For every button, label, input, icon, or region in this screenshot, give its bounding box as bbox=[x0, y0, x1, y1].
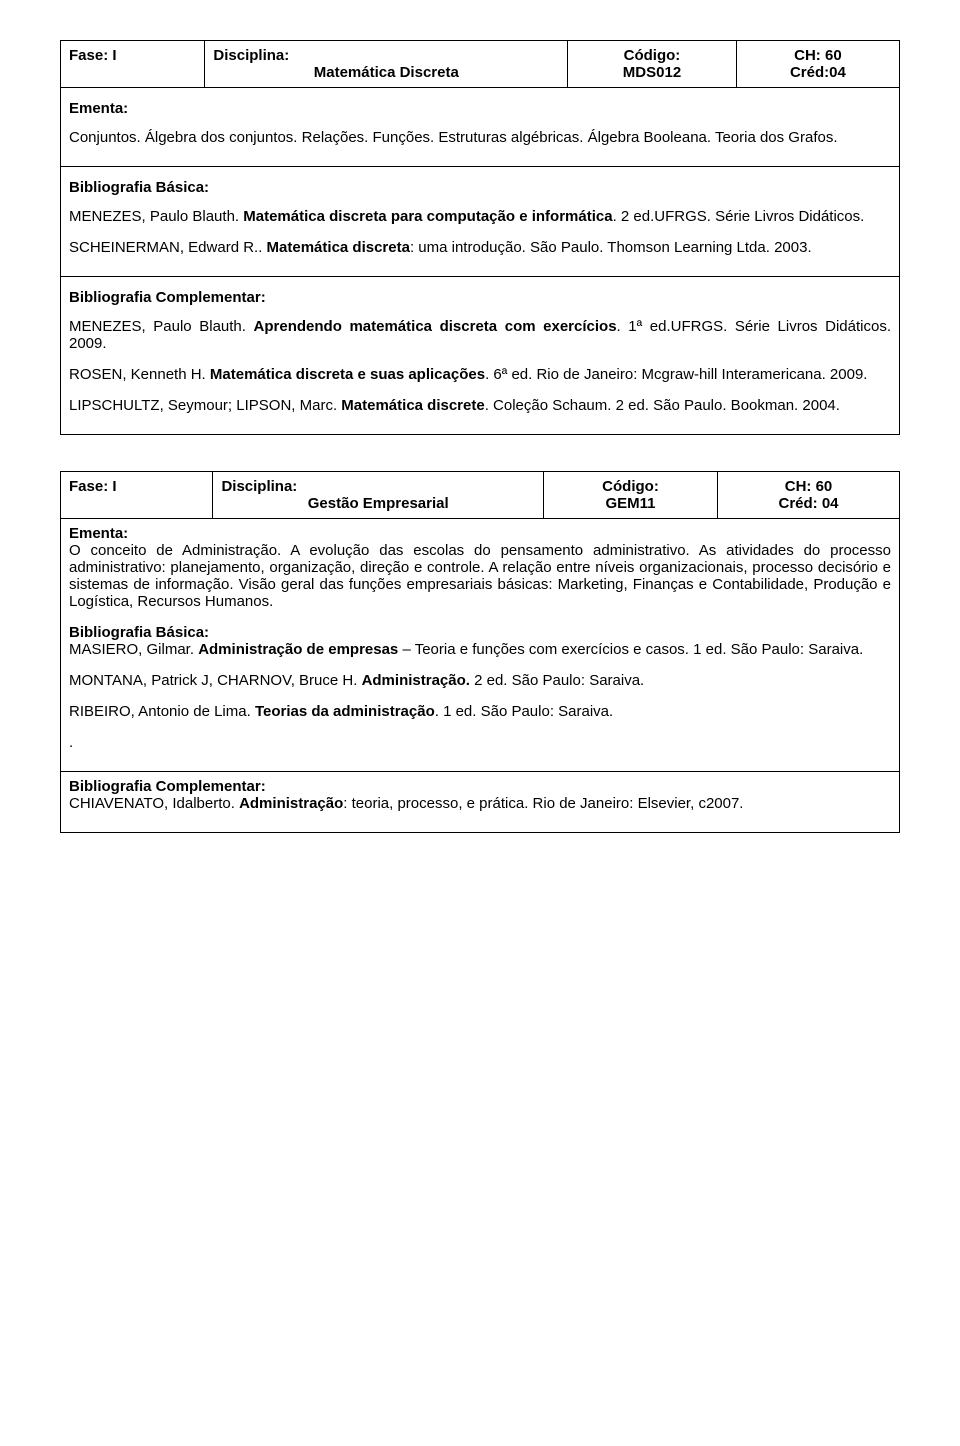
disciplina-label: Disciplina: bbox=[221, 478, 297, 495]
codigo-label: Código: bbox=[602, 478, 659, 495]
ch-cell: CH: 60 Créd:04 bbox=[736, 41, 899, 88]
bib-basica-ref-1: MENEZES, Paulo Blauth. Matemática discre… bbox=[69, 208, 891, 225]
ementa-basica-cell: Ementa: O conceito de Administração. A e… bbox=[61, 519, 900, 772]
codigo-label: Código: bbox=[624, 47, 681, 64]
fase-label: Fase: I bbox=[69, 478, 117, 495]
course-1-frame: Fase: I Disciplina: Matemática Discreta … bbox=[60, 40, 900, 435]
course-2-frame: Fase: I Disciplina: Gestão Empresarial C… bbox=[60, 471, 900, 833]
codigo-cell: Código: GEM11 bbox=[544, 472, 718, 519]
fase-cell: Fase: I bbox=[61, 41, 205, 88]
bib-compl-heading: Bibliografia Complementar: bbox=[69, 289, 891, 306]
bib-compl-ref-3: LIPSCHULTZ, Seymour; LIPSON, Marc. Matem… bbox=[69, 397, 891, 414]
bib-basica-ref-3: RIBEIRO, Antonio de Lima. Teorias da adm… bbox=[69, 703, 891, 720]
bib-compl-heading: Bibliografia Complementar: bbox=[69, 778, 266, 795]
course-2-name: Gestão Empresarial bbox=[221, 495, 535, 512]
bib-compl-ref-2: ROSEN, Kenneth H. Matemática discreta e … bbox=[69, 366, 891, 383]
bib-basica-heading: Bibliografia Básica: bbox=[69, 179, 891, 196]
ch-cell: CH: 60 Créd: 04 bbox=[718, 472, 900, 519]
bib-compl-ref-1: MENEZES, Paulo Blauth. Aprendendo matemá… bbox=[69, 318, 891, 352]
disciplina-cell: Disciplina: Matemática Discreta bbox=[205, 41, 568, 88]
ementa-cell: Ementa: Conjuntos. Álgebra dos conjuntos… bbox=[61, 88, 900, 167]
bib-basica-heading: Bibliografia Básica: bbox=[69, 624, 209, 641]
fase-label: Fase: I bbox=[69, 47, 117, 64]
bib-basica-ref-1: MASIERO, Gilmar. Administração de empres… bbox=[69, 641, 891, 658]
codigo-cell: Código: MDS012 bbox=[568, 41, 737, 88]
ementa-heading: Ementa: bbox=[69, 525, 128, 542]
bib-basica-ref-2: SCHEINERMAN, Edward R.. Matemática discr… bbox=[69, 239, 891, 256]
ementa-heading: Ementa: bbox=[69, 100, 891, 117]
bib-compl-cell: Bibliografia Complementar: MENEZES, Paul… bbox=[61, 277, 900, 435]
cred-value: Créd: 04 bbox=[778, 495, 838, 512]
course-2-code: GEM11 bbox=[605, 495, 655, 512]
ch-label: CH: 60 bbox=[794, 47, 842, 64]
course-1-code: MDS012 bbox=[623, 64, 681, 81]
disciplina-label: Disciplina: bbox=[213, 47, 289, 64]
bib-compl-cell: Bibliografia Complementar: CHIAVENATO, I… bbox=[61, 772, 900, 833]
fase-cell: Fase: I bbox=[61, 472, 213, 519]
bib-compl-ref-1: CHIAVENATO, Idalberto. Administração: te… bbox=[69, 795, 891, 812]
disciplina-cell: Disciplina: Gestão Empresarial bbox=[213, 472, 544, 519]
bib-basica-ref-2: MONTANA, Patrick J, CHARNOV, Bruce H. Ad… bbox=[69, 672, 891, 689]
course-1-ementa: Conjuntos. Álgebra dos conjuntos. Relaçõ… bbox=[69, 129, 891, 146]
ch-label: CH: 60 bbox=[785, 478, 833, 495]
bib-basica-cell: Bibliografia Básica: MENEZES, Paulo Blau… bbox=[61, 167, 900, 277]
course-1-name: Matemática Discreta bbox=[213, 64, 559, 81]
cred-label: Créd:04 bbox=[790, 64, 846, 81]
stray-period: . bbox=[69, 734, 891, 751]
course-2-ementa: O conceito de Administração. A evolução … bbox=[69, 542, 891, 610]
